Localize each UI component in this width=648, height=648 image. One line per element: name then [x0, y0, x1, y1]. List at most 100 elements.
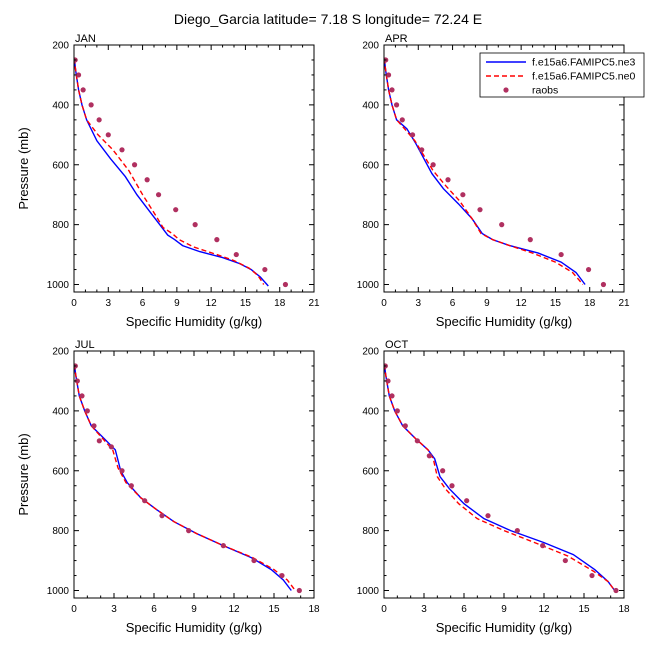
series-line-ne0 [384, 364, 616, 591]
x-tick-label: 21 [308, 298, 320, 309]
panel-oct: 0 3 6 9 12 15 18 200 400 600 800 1000 OCT Specific Hu… [357, 339, 630, 635]
raobs-point [399, 117, 405, 123]
raobs-point [558, 251, 564, 258]
raobs-point [91, 423, 97, 429]
raobs-point [131, 162, 138, 168]
raobs-point [440, 468, 446, 474]
y-tick-label: 400 [362, 406, 379, 417]
y-tick-label: 200 [362, 347, 379, 358]
x-tick-label: 18 [584, 298, 596, 309]
figure-title: Diego_Garcia latitude= 7.18 S longitude=… [174, 11, 482, 27]
x-axis-label: Specific Humidity (g/kg) [436, 620, 573, 635]
raobs-point [389, 87, 395, 93]
x-tick-label: 12 [516, 298, 528, 309]
plot-frame [73, 44, 315, 293]
x-tick-label: 0 [381, 604, 387, 615]
series-line-ne3 [74, 58, 269, 287]
legend-label: f.e15a6.FAMIPC5.ne3 [532, 57, 635, 69]
x-tick-label: 0 [381, 298, 387, 309]
panel-jul: 0 3 6 9 12 15 18 200 400 600 800 1000 JUL Specific Hu… [16, 339, 320, 635]
y-tick-label: 1000 [357, 280, 380, 291]
raobs-point [589, 572, 595, 579]
raobs-point [251, 557, 257, 564]
raobs-point [262, 266, 268, 273]
y-tick-label: 600 [52, 160, 69, 171]
raobs-point [449, 483, 455, 489]
panel-label: APR [385, 33, 408, 45]
raobs-point [409, 132, 416, 138]
x-tick-label: 6 [450, 298, 456, 309]
raobs-point [527, 237, 533, 243]
raobs-point [385, 72, 392, 78]
x-axis-label: Specific Humidity (g/kg) [436, 314, 573, 329]
x-tick-label: 0 [71, 604, 77, 615]
raobs-point [192, 222, 198, 228]
raobs-point [514, 528, 520, 534]
raobs-point [393, 102, 400, 108]
x-tick-label: 9 [484, 298, 490, 309]
series-line-ne3 [74, 364, 292, 591]
y-tick-label: 1000 [47, 280, 70, 291]
x-tick-label: 6 [151, 604, 157, 615]
raobs-point [105, 132, 111, 138]
legend: f.e15a6.FAMIPC5.ne3 f.e15a6.FAMIPC5.ne0 ra… [479, 52, 645, 98]
raobs-point [173, 207, 179, 213]
x-axis-label: Specific Humidity (g/kg) [126, 620, 263, 635]
panels: 0 3 6 9 12 15 18 212004006008001000JANSpecific … [16, 33, 630, 635]
x-tick-label: 12 [206, 298, 218, 309]
raobs-point [142, 498, 148, 504]
raobs-point [445, 177, 451, 183]
legend-label: raobs [532, 85, 558, 97]
x-tick-label: 3 [416, 298, 422, 309]
legend-label: f.e15a6.FAMIPC5.ne0 [532, 71, 635, 83]
y-tick-label: 800 [362, 526, 379, 537]
plot-frame [383, 44, 625, 293]
raobs-point [186, 528, 192, 534]
x-tick-label: 0 [71, 298, 77, 309]
x-tick-label: 18 [618, 604, 630, 615]
raobs-point [600, 281, 607, 288]
y-tick-label: 200 [362, 41, 379, 52]
raobs-point [279, 572, 285, 579]
y-tick-label: 400 [52, 406, 69, 417]
raobs-point [128, 483, 134, 489]
y-tick-label: 800 [52, 526, 69, 537]
raobs-point [477, 207, 483, 213]
raobs-point [389, 393, 395, 399]
x-axis-label: Specific Humidity (g/kg) [126, 314, 263, 329]
raobs-point [96, 117, 102, 123]
x-tick-label: 9 [191, 604, 197, 615]
panel-label: JUL [75, 339, 95, 351]
plot-frame [383, 350, 625, 599]
raobs-point [460, 192, 466, 198]
x-tick-label: 12 [228, 604, 240, 615]
y-tick-label: 200 [52, 347, 69, 358]
y-axis-label: Pressure (mb) [16, 127, 31, 209]
raobs-point [79, 393, 85, 399]
raobs-point [119, 147, 125, 153]
raobs-point [144, 177, 150, 183]
raobs-point [155, 192, 162, 198]
y-tick-label: 400 [52, 100, 69, 111]
raobs-point [233, 251, 239, 258]
raobs-point [613, 587, 619, 594]
series-group [384, 363, 619, 594]
series-group [384, 57, 607, 288]
raobs-point [485, 513, 491, 519]
raobs-point [108, 444, 114, 450]
x-tick-label: 18 [274, 298, 286, 309]
x-tick-label: 15 [240, 298, 252, 309]
x-tick-label: 6 [461, 604, 467, 615]
x-tick-label: 9 [501, 604, 507, 615]
x-tick-label: 3 [111, 604, 117, 615]
x-tick-label: 15 [550, 298, 562, 309]
raobs-point [214, 237, 220, 243]
y-tick-label: 1000 [47, 586, 70, 597]
raobs-point [419, 147, 425, 153]
x-tick-label: 21 [618, 298, 630, 309]
panel-label: OCT [385, 339, 409, 351]
x-tick-label: 15 [268, 604, 280, 615]
raobs-point [88, 102, 94, 108]
y-axis-label: Pressure (mb) [16, 433, 31, 515]
